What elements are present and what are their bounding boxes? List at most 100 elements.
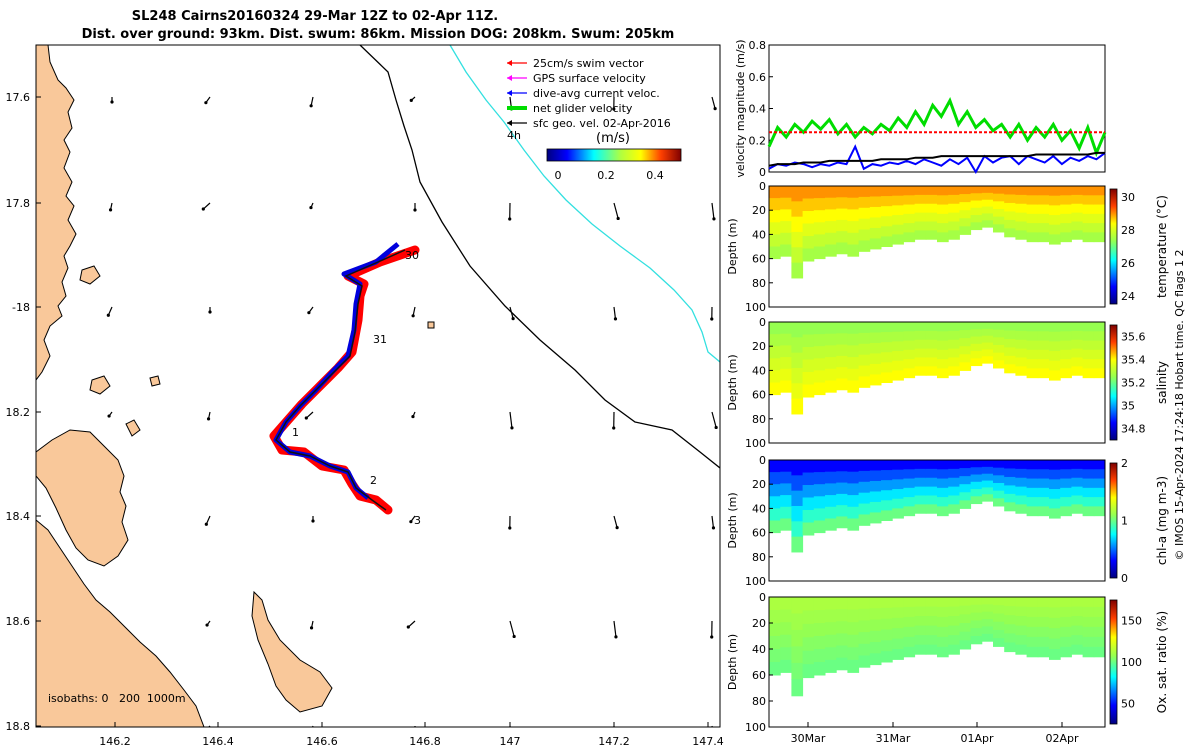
section-cell xyxy=(814,186,826,199)
section-cell xyxy=(982,612,994,620)
section-cell xyxy=(881,342,893,353)
section-cell xyxy=(780,472,792,484)
section-cell xyxy=(903,479,915,489)
section-cell xyxy=(859,355,871,366)
section-cell xyxy=(948,221,960,230)
section-cell xyxy=(1094,359,1106,369)
section-cell xyxy=(847,507,859,519)
section-cell xyxy=(825,334,837,346)
current-vector-head xyxy=(109,208,112,211)
section-cell xyxy=(881,236,893,247)
section-cell xyxy=(1015,186,1027,195)
section-cell xyxy=(1015,331,1027,340)
section-cell xyxy=(926,635,938,645)
section-cell xyxy=(769,234,781,247)
section-cell xyxy=(780,380,792,392)
section-cell xyxy=(1027,359,1039,369)
section-cell xyxy=(1049,639,1061,650)
section-cell xyxy=(1049,508,1061,518)
section-cell xyxy=(803,637,815,651)
section-cell xyxy=(903,331,915,341)
section-cell xyxy=(859,656,871,668)
section-cell xyxy=(926,230,938,239)
depth-tick-label: 40 xyxy=(752,228,766,241)
section-cell xyxy=(1004,485,1016,494)
section-cell xyxy=(959,492,971,501)
section-cell xyxy=(903,617,915,627)
section-cell xyxy=(814,247,826,260)
section-cell xyxy=(1060,341,1072,351)
section-cell xyxy=(959,362,971,371)
section-cell xyxy=(1094,469,1106,479)
section-cell xyxy=(993,483,1005,491)
section-cell xyxy=(1094,617,1106,627)
section-cell xyxy=(1049,196,1061,206)
section-cell xyxy=(769,484,781,497)
section-cell xyxy=(903,214,915,224)
section-cell xyxy=(780,610,792,623)
day-label-3: 3 xyxy=(414,514,421,527)
section-cell xyxy=(1004,194,1016,203)
section-cell xyxy=(881,322,893,333)
section-cell xyxy=(1038,186,1050,196)
figure-title-line1: SL248 Cairns20160324 29-Mar 12Z to 02-Ap… xyxy=(132,9,498,24)
depth-tick-label: 0 xyxy=(759,591,766,604)
colorbar-tick-label: 34.8 xyxy=(1121,423,1146,436)
colorbar-tick-label: 2 xyxy=(1121,457,1128,470)
section-cell xyxy=(791,475,803,491)
section-cell xyxy=(982,487,994,494)
section-cell xyxy=(993,622,1005,631)
section-cell xyxy=(948,607,960,617)
section-cell xyxy=(825,518,837,530)
section-cell xyxy=(791,368,803,384)
section-cell xyxy=(959,218,971,227)
section-cell xyxy=(937,205,949,215)
section-cell xyxy=(948,635,960,645)
section-cell xyxy=(859,504,871,515)
section-cell xyxy=(937,341,949,351)
section-cell xyxy=(825,244,837,256)
section-cell xyxy=(1004,633,1016,643)
section-cell xyxy=(825,198,837,210)
section-cell xyxy=(769,210,781,223)
section-cell xyxy=(903,506,915,516)
section-cell xyxy=(982,329,994,336)
section-cell xyxy=(825,622,837,635)
section-cell xyxy=(814,496,826,509)
section-cell xyxy=(814,636,826,650)
current-vector-head xyxy=(310,104,313,107)
section-cell xyxy=(937,497,949,507)
section-cell xyxy=(1060,331,1072,341)
section-cell xyxy=(847,597,859,610)
depth-axis-label: Depth (m) xyxy=(726,354,739,410)
section-cell xyxy=(859,186,871,197)
current-vector-head xyxy=(305,416,308,419)
section-cell xyxy=(803,651,815,665)
section-cell xyxy=(881,597,893,608)
colorbar-tick-label: 35.2 xyxy=(1121,377,1146,390)
section-cell xyxy=(959,202,971,211)
section-cell xyxy=(836,209,848,221)
colorbar-tick-02: 0.2 xyxy=(597,169,615,182)
section-cell xyxy=(1049,597,1061,608)
section-cell xyxy=(1071,504,1083,513)
section-cell xyxy=(881,216,893,227)
section-cell xyxy=(769,610,781,624)
section-cell xyxy=(803,498,815,511)
section-cell xyxy=(993,475,1005,483)
section-cell xyxy=(1027,627,1039,637)
section-colorbar xyxy=(1110,325,1117,440)
section-cell xyxy=(959,614,971,623)
section-cell xyxy=(870,642,882,654)
section-cell xyxy=(769,662,781,676)
depth-tick-label: 0 xyxy=(759,316,766,329)
depth-tick-label: 60 xyxy=(752,389,766,402)
section-cell xyxy=(993,360,1005,368)
section-cell xyxy=(892,225,904,235)
section-cell xyxy=(791,491,803,507)
section-cell xyxy=(769,186,781,199)
section-cell xyxy=(937,488,949,498)
section-cell xyxy=(814,649,826,663)
section-cell xyxy=(892,322,904,332)
section-cell xyxy=(937,607,949,617)
